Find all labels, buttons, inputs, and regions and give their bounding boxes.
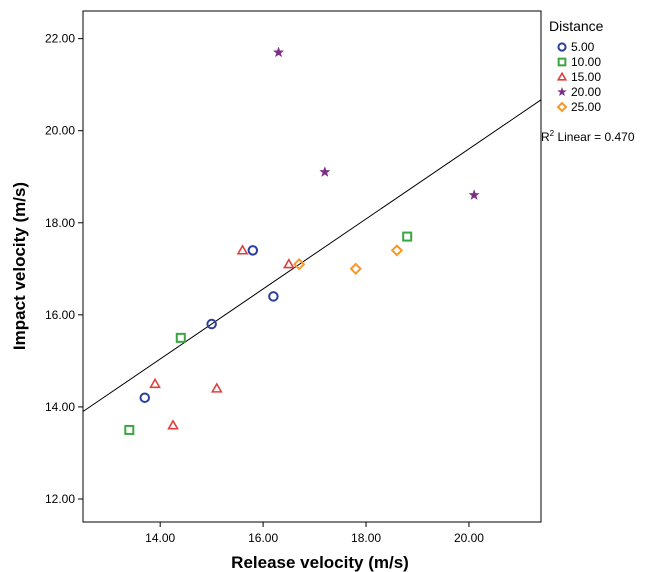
- data-point-square: [124, 424, 135, 435]
- data-point-square: [402, 231, 413, 242]
- plot-frame: [82, 10, 542, 523]
- y-tick-label: 22.00: [45, 32, 75, 46]
- legend-label: 25.00: [571, 100, 601, 114]
- data-point-circle: [268, 291, 279, 302]
- data-point-circle: [139, 392, 151, 403]
- y-axis: 12.00 14.00 16.00 18.00 20.00 22.00: [45, 32, 83, 506]
- y-tick-label: 12.00: [45, 492, 75, 506]
- legend-marker-star: [557, 86, 567, 97]
- legend-label: 5.00: [571, 40, 595, 54]
- r-squared-prefix: R: [541, 130, 550, 144]
- x-tick-label: 16.00: [248, 531, 278, 545]
- x-tick-label: 20.00: [454, 531, 484, 545]
- data-point-diamond: [292, 258, 306, 271]
- data-point-triangle: [236, 244, 249, 255]
- data-point-circle: [247, 245, 259, 256]
- linear-fit-line: [82, 99, 542, 412]
- r-squared-text: Linear = 0.470: [554, 130, 635, 144]
- y-tick-label: 20.00: [45, 124, 75, 138]
- data-point-diamond: [390, 244, 404, 257]
- x-tick-label: 18.00: [351, 531, 381, 545]
- data-point-star: [319, 166, 331, 177]
- legend-label: 20.00: [571, 85, 601, 99]
- legend-marker-circle: [557, 42, 567, 52]
- data-point-star: [468, 189, 480, 201]
- data-point-diamond: [349, 262, 362, 275]
- data-point-square: [175, 332, 186, 343]
- data-points: [124, 46, 480, 435]
- y-tick-label: 18.00: [45, 216, 75, 230]
- legend-title: Distance: [549, 18, 604, 34]
- y-tick-label: 16.00: [45, 308, 75, 322]
- x-tick-label: 14.00: [145, 531, 175, 545]
- x-axis: 14.00 16.00 18.00 20.00: [145, 522, 484, 545]
- data-point-triangle: [210, 382, 223, 393]
- data-point-circle: [206, 318, 217, 330]
- legend-marker-diamond: [556, 101, 568, 113]
- legend-label: 15.00: [571, 70, 601, 84]
- r-squared-annotation: R2 Linear = 0.470: [541, 129, 635, 144]
- y-axis-title: Impact velocity (m/s): [10, 182, 29, 350]
- legend-marker-triangle: [556, 71, 568, 81]
- r-squared-superscript: 2: [550, 129, 555, 138]
- y-tick-label: 14.00: [45, 400, 75, 414]
- x-axis-title: Release velocity (m/s): [231, 553, 409, 572]
- legend-label: 10.00: [571, 55, 601, 69]
- data-point-triangle: [167, 419, 179, 430]
- data-point-triangle: [149, 377, 161, 389]
- legend-marker-square: [557, 57, 567, 67]
- data-point-star: [272, 46, 285, 58]
- data-point-triangle: [282, 258, 295, 269]
